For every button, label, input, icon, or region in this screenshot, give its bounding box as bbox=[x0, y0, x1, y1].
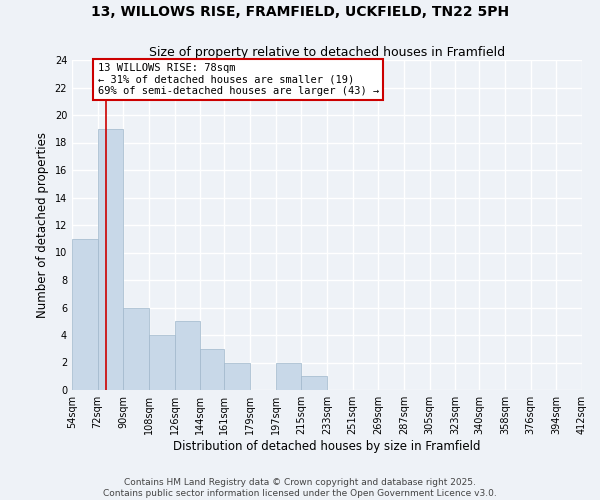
Text: 13 WILLOWS RISE: 78sqm
← 31% of detached houses are smaller (19)
69% of semi-det: 13 WILLOWS RISE: 78sqm ← 31% of detached… bbox=[98, 62, 379, 96]
Y-axis label: Number of detached properties: Number of detached properties bbox=[36, 132, 49, 318]
Bar bbox=[98, 128, 123, 390]
Bar bbox=[200, 349, 224, 390]
Bar bbox=[276, 362, 301, 390]
Bar bbox=[149, 335, 175, 390]
Title: Size of property relative to detached houses in Framfield: Size of property relative to detached ho… bbox=[149, 46, 505, 59]
X-axis label: Distribution of detached houses by size in Framfield: Distribution of detached houses by size … bbox=[173, 440, 481, 453]
Bar bbox=[123, 308, 149, 390]
Bar bbox=[72, 239, 98, 390]
Text: Contains HM Land Registry data © Crown copyright and database right 2025.
Contai: Contains HM Land Registry data © Crown c… bbox=[103, 478, 497, 498]
Bar bbox=[175, 322, 200, 390]
Text: 13, WILLOWS RISE, FRAMFIELD, UCKFIELD, TN22 5PH: 13, WILLOWS RISE, FRAMFIELD, UCKFIELD, T… bbox=[91, 5, 509, 19]
Bar bbox=[301, 376, 327, 390]
Bar bbox=[224, 362, 250, 390]
